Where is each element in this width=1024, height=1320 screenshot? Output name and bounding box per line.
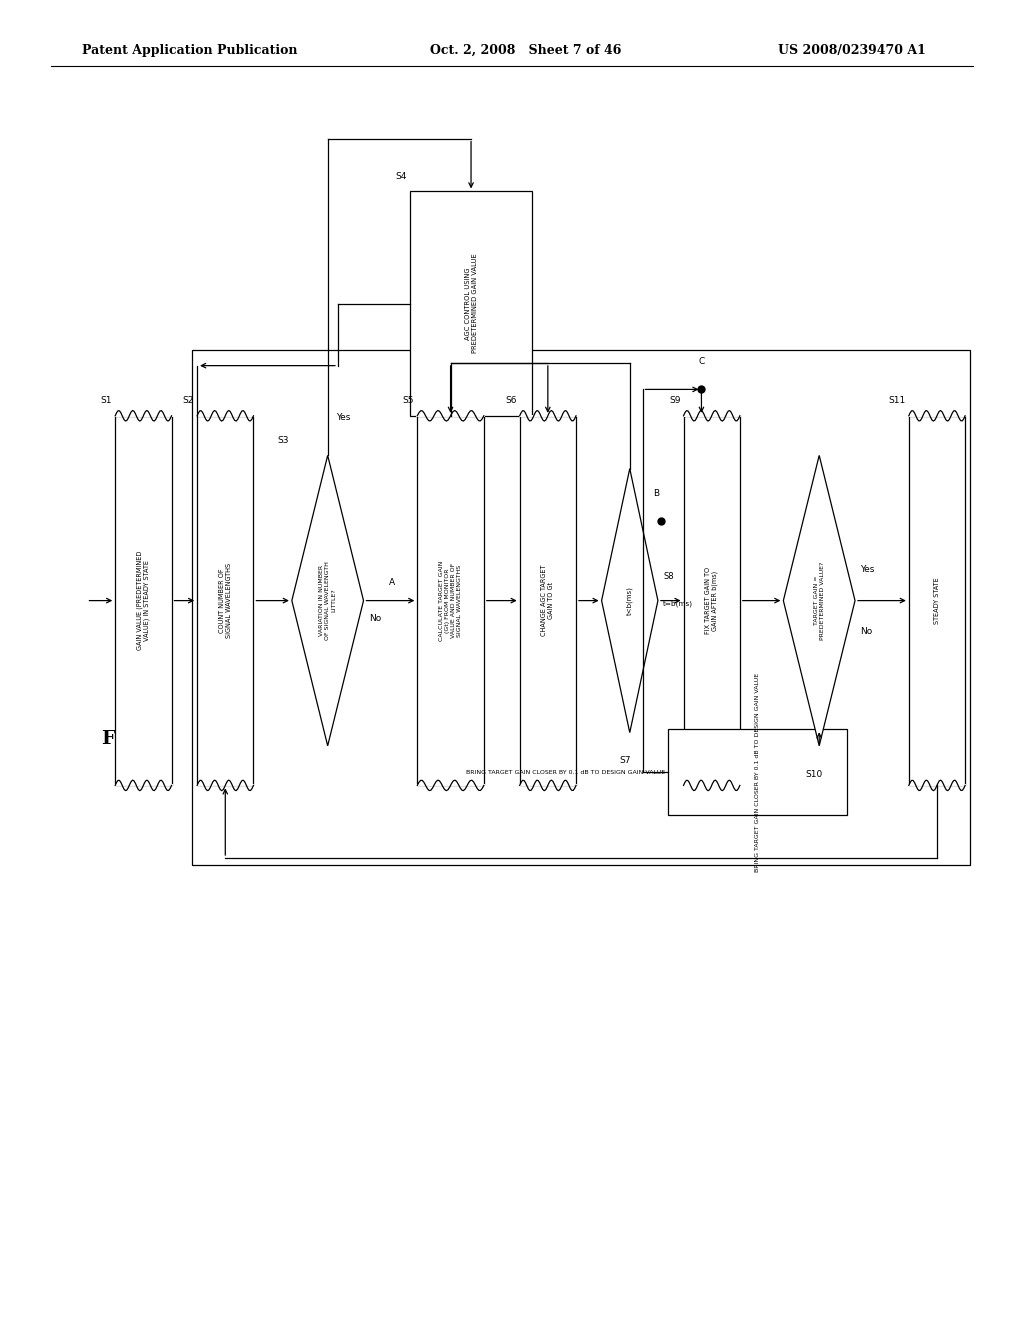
Text: S10: S10 — [806, 770, 822, 779]
Text: Oct. 2, 2008   Sheet 7 of 46: Oct. 2, 2008 Sheet 7 of 46 — [430, 44, 622, 57]
Text: COUNT NUMBER OF
SIGNAL WAVELENGTHS: COUNT NUMBER OF SIGNAL WAVELENGTHS — [219, 564, 231, 638]
Text: S2: S2 — [182, 396, 195, 405]
Text: US 2008/0239470 A1: US 2008/0239470 A1 — [778, 44, 926, 57]
Text: S3: S3 — [278, 436, 289, 445]
Text: AGC CONTROL USING
PREDETERMINED GAIN VALUE: AGC CONTROL USING PREDETERMINED GAIN VAL… — [465, 253, 477, 354]
Text: t<b(ms): t<b(ms) — [627, 586, 633, 615]
Bar — [116, 416, 172, 785]
Text: FIX TARGET GAIN TO
GAIN AFTER b(ms): FIX TARGET GAIN TO GAIN AFTER b(ms) — [705, 568, 719, 634]
Text: TARGET GAIN =
PREDETERMINED VALUE?: TARGET GAIN = PREDETERMINED VALUE? — [814, 561, 824, 640]
Text: FIG. 8: FIG. 8 — [102, 730, 168, 748]
Text: No: No — [369, 614, 381, 623]
Text: VARIATION IN NUMBER
OF SIGNAL WAVELENGTH
LITTLE?: VARIATION IN NUMBER OF SIGNAL WAVELENGTH… — [319, 561, 336, 640]
Text: B: B — [653, 488, 658, 498]
Text: CHANGE AGC TARGET
GAIN TO Gt: CHANGE AGC TARGET GAIN TO Gt — [542, 565, 554, 636]
Text: S6: S6 — [505, 396, 517, 405]
Text: GAIN VALUE (PREDETERMINED
VALUE) IN STEADY STATE: GAIN VALUE (PREDETERMINED VALUE) IN STEA… — [136, 550, 151, 651]
Text: A: A — [389, 578, 395, 587]
Bar — [909, 416, 966, 785]
Text: BRING TARGET GAIN CLOSER BY 0.1 dB TO DESIGN GAIN VALUE: BRING TARGET GAIN CLOSER BY 0.1 dB TO DE… — [466, 770, 666, 775]
Text: S7: S7 — [618, 756, 631, 766]
Polygon shape — [292, 455, 364, 746]
Bar — [520, 416, 577, 785]
Polygon shape — [602, 469, 657, 733]
Bar — [418, 416, 483, 785]
Polygon shape — [783, 455, 855, 746]
Bar — [668, 729, 847, 816]
Text: S4: S4 — [395, 172, 407, 181]
Bar — [684, 416, 739, 785]
Bar — [197, 416, 254, 785]
Text: STEADY STATE: STEADY STATE — [934, 577, 940, 624]
Text: CALCULATE TARGET GAIN
(Gt) FROM MONITOR
VALUE AND NUMBER OF
SIGNAL WAVELENGTHS: CALCULATE TARGET GAIN (Gt) FROM MONITOR … — [439, 561, 462, 640]
Text: S1: S1 — [100, 396, 113, 405]
Text: Yes: Yes — [860, 565, 874, 574]
Bar — [410, 191, 532, 416]
Text: S8: S8 — [664, 572, 674, 581]
Text: S5: S5 — [402, 396, 414, 405]
Bar — [193, 350, 971, 865]
Text: Patent Application Publication: Patent Application Publication — [82, 44, 297, 57]
Text: No: No — [860, 627, 872, 636]
Text: C: C — [698, 356, 705, 366]
Text: S9: S9 — [669, 396, 680, 405]
Text: t=b(ms): t=b(ms) — [664, 601, 693, 607]
Text: Yes: Yes — [336, 413, 350, 422]
Text: S11: S11 — [889, 396, 906, 405]
Text: BRING TARGET GAIN CLOSER BY 0.1 dB TO DESIGN GAIN VALUE: BRING TARGET GAIN CLOSER BY 0.1 dB TO DE… — [756, 673, 760, 871]
